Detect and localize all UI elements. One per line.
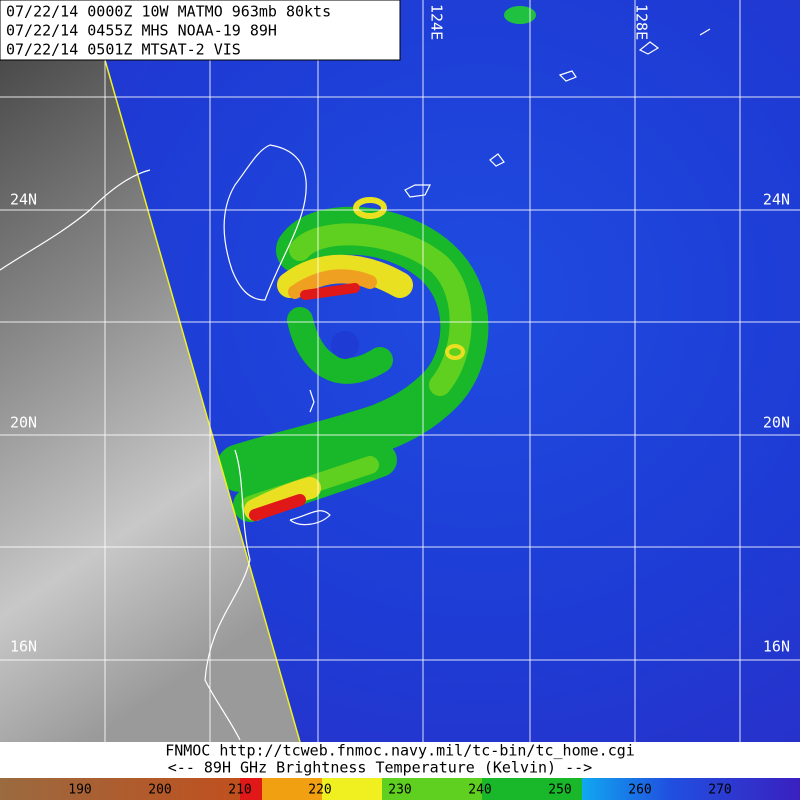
colorbar-label: 240	[468, 783, 491, 798]
colorbar-label: 260	[628, 783, 651, 798]
header-box	[0, 0, 401, 61]
lat-label: 16N	[10, 638, 37, 656]
lat-label: 20N	[763, 414, 790, 432]
colorbar-label: 250	[548, 783, 571, 798]
lon-label: 124E	[428, 4, 446, 40]
colorbar	[0, 778, 800, 800]
colorbar-label: 190	[68, 783, 91, 798]
storm-bands	[216, 197, 489, 522]
cloud-cell	[504, 6, 536, 24]
legend-title: <-- 89H GHz Brightness Temperature (Kelv…	[168, 759, 592, 777]
colorbar-labels: 190 200 210 220 230 240 250 260 270	[68, 783, 731, 798]
colorbar-label: 230	[388, 783, 411, 798]
lat-label: 24N	[763, 191, 790, 209]
lon-label: 128E	[633, 4, 651, 40]
colorbar-label: 200	[148, 783, 171, 798]
lat-label: 24N	[10, 191, 37, 209]
header-line: 07/22/14 0455Z MHS NOAA-19 89H	[6, 22, 277, 40]
colorbar-label: 220	[308, 783, 331, 798]
header-line: 07/22/14 0501Z MTSAT-2 VIS	[6, 41, 241, 59]
colorbar-label: 270	[708, 783, 731, 798]
footer	[0, 742, 800, 778]
lat-label: 16N	[763, 638, 790, 656]
header-line: 07/22/14 0000Z 10W MATMO 963mb 80kts	[6, 3, 331, 21]
swath-edge	[104, 59, 301, 743]
credit: FNMOC http://tcweb.fnmoc.navy.mil/tc-bin…	[165, 742, 635, 760]
graticule	[0, 0, 800, 742]
visible-image	[0, 60, 300, 742]
lat-label: 20N	[10, 414, 37, 432]
colorbar-label: 210	[228, 783, 251, 798]
